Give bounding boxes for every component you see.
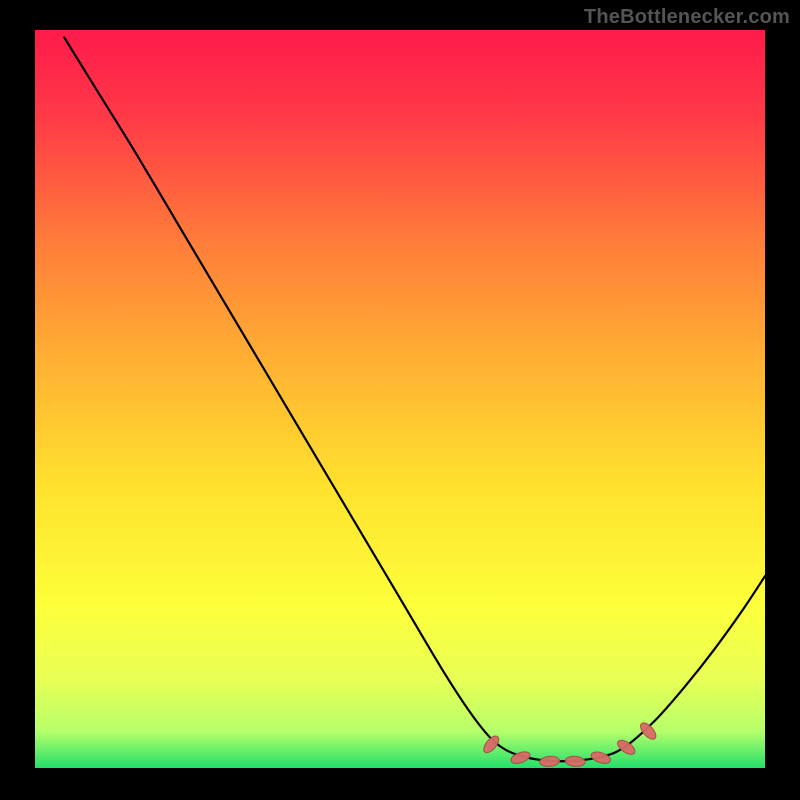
optimal-marker (565, 756, 586, 768)
optimal-zone-markers (481, 720, 659, 767)
watermark-text: TheBottlenecker.com (584, 6, 790, 29)
curve-path (64, 37, 765, 761)
bottleneck-curve (35, 30, 765, 768)
viewport: TheBottlenecker.com (0, 0, 800, 800)
plot-area (35, 30, 765, 768)
optimal-marker (539, 756, 560, 768)
optimal-marker (590, 750, 612, 766)
optimal-marker (638, 720, 659, 742)
